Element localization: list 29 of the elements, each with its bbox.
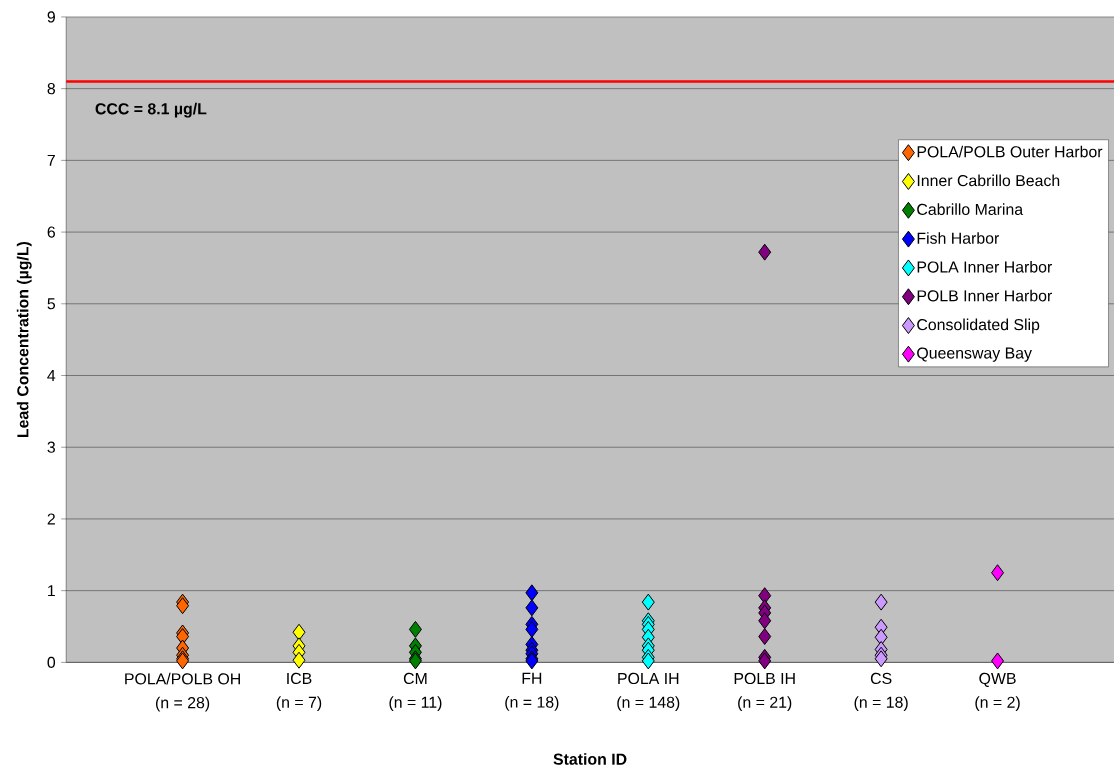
legend-label: Queensway Bay: [917, 347, 1032, 362]
y-tick-label: 2: [47, 513, 55, 525]
y-tick-label: 5: [47, 298, 56, 310]
x-tick-label: CS (n = 18): [854, 672, 908, 712]
x-tick-label: ICB (n = 7): [276, 672, 322, 712]
legend-label: POLA/POLB Outer Harbor: [917, 145, 1103, 158]
y-tick-label: 0: [47, 656, 56, 669]
x-axis-title: Station ID: [553, 753, 627, 765]
y-tick-label: 6: [47, 226, 55, 238]
legend-label: Cabrillo Marina: [917, 203, 1024, 216]
x-tick-label: POLB IH (n = 21): [734, 672, 795, 712]
legend-label: Inner Cabrillo Beach: [917, 174, 1060, 187]
y-tick-label: 1: [48, 585, 55, 597]
x-tick-label: QWB (n = 2): [975, 672, 1020, 712]
y-tick-label: 4: [47, 370, 56, 381]
legend-label: POLB Inner Harbor: [917, 289, 1052, 302]
x-tick-label: POLA/POLB OH (n = 28): [125, 672, 240, 712]
legend-label: Fish Harbor: [917, 232, 1000, 244]
x-tick-label: POLA IH (n = 148): [617, 672, 680, 712]
y-tick-label: 3: [47, 441, 55, 453]
x-tick-label: FH (n = 18): [505, 672, 559, 711]
legend-label: Consolidated Slip: [917, 318, 1040, 334]
y-axis-title: Lead Concentration (µg/L): [16, 241, 32, 438]
x-tick-label: CM (n = 11): [389, 672, 442, 712]
y-tick-label: 8: [47, 83, 56, 95]
ref-line-label: CCC = 8.1 µg/L: [95, 102, 207, 118]
y-tick-label: 7: [47, 154, 55, 166]
legend-label: POLA Inner Harbor: [917, 261, 1052, 273]
y-tick-label: 9: [47, 11, 55, 23]
